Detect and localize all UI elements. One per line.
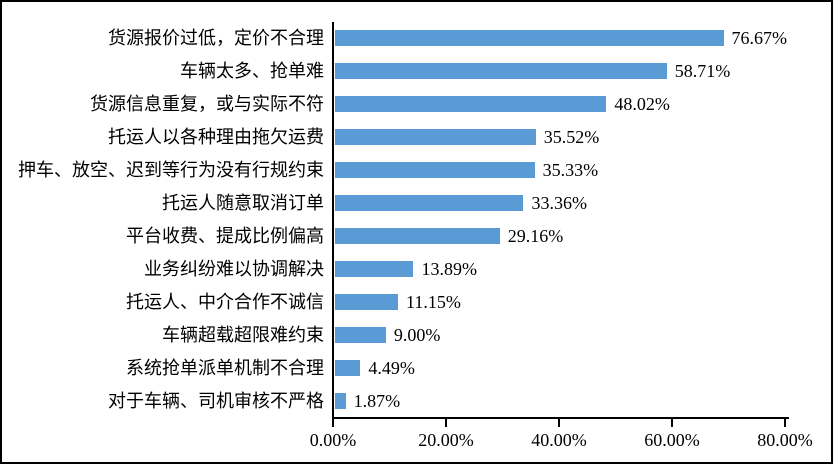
bar-track: 29.16% <box>335 220 787 253</box>
x-axis-tick-label: 40.00% <box>531 430 587 450</box>
bar <box>335 30 724 47</box>
bar <box>335 359 361 376</box>
x-axis-tick-label: 0.00% <box>309 430 357 450</box>
y-axis-line <box>332 22 334 419</box>
x-axis-tick <box>784 419 786 427</box>
value-label: 48.02% <box>614 94 670 115</box>
category-label: 平台收费、提成比例偏高 <box>126 225 324 246</box>
category-label: 押车、放空、迟到等行为没有行规约束 <box>18 160 324 181</box>
bar <box>335 227 500 244</box>
bar-row: 车辆超载超限难约束 9.00% <box>2 318 831 351</box>
x-axis-tick <box>332 419 334 427</box>
value-label: 9.00% <box>393 324 441 345</box>
bar-row: 货源报价过低，定价不合理 76.67% <box>2 22 831 55</box>
bar-track: 1.87% <box>335 384 787 417</box>
bar-row: 业务纠纷难以协调解决 13.89% <box>2 252 831 285</box>
x-axis-tick <box>671 419 673 427</box>
x-axis-tick <box>558 419 560 427</box>
bar-rows: 货源报价过低，定价不合理 76.67% 车辆太多、抢单难 58.71% 货源信息重复，或… <box>2 22 831 417</box>
bar-track: 33.36% <box>335 187 787 220</box>
category-label: 车辆超载超限难约束 <box>162 324 324 345</box>
bar-row: 车辆太多、抢单难 58.71% <box>2 55 831 88</box>
category-label: 托运人、中介合作不诚信 <box>126 291 324 312</box>
bar <box>335 129 536 146</box>
bar-row: 系统抢单派单机制不合理 4.49% <box>2 351 831 384</box>
bar-track: 9.00% <box>335 318 787 351</box>
category-label: 业务纠纷难以协调解决 <box>144 258 324 279</box>
bar-track: 4.49% <box>335 351 787 384</box>
category-label: 系统抢单派单机制不合理 <box>126 357 324 378</box>
bar-track: 76.67% <box>335 22 787 55</box>
bar-row: 平台收费、提成比例偏高 29.16% <box>2 220 831 253</box>
bar-row: 托运人以各种理由拖欠运费 35.52% <box>2 121 831 154</box>
x-axis-tick-label: 80.00% <box>757 430 813 450</box>
bar-row: 托运人、中介合作不诚信 11.15% <box>2 285 831 318</box>
value-label: 58.71% <box>674 61 731 82</box>
value-label: 35.33% <box>542 160 599 181</box>
bar <box>335 96 607 113</box>
x-axis-tick-label: 60.00% <box>644 430 700 450</box>
category-label: 货源报价过低，定价不合理 <box>108 28 324 49</box>
bar <box>335 326 386 343</box>
bar <box>335 195 524 212</box>
bar-track: 11.15% <box>335 285 787 318</box>
bar <box>335 162 535 179</box>
value-label: 13.89% <box>421 258 477 279</box>
category-label: 货源信息重复，或与实际不符 <box>90 94 324 115</box>
value-label: 76.67% <box>731 28 788 49</box>
bar-track: 35.33% <box>335 154 787 187</box>
bar-track: 35.52% <box>335 121 787 154</box>
bar-row: 货源信息重复，或与实际不符 48.02% <box>2 88 831 121</box>
x-axis-tick <box>445 419 447 427</box>
bar <box>335 392 346 409</box>
x-axis-line <box>332 417 789 419</box>
value-label: 35.52% <box>543 127 600 148</box>
bar-track: 58.71% <box>335 55 787 88</box>
category-label: 对于车辆、司机审核不严格 <box>108 390 324 411</box>
x-axis-tick-label: 20.00% <box>418 430 474 450</box>
value-label: 29.16% <box>507 225 564 246</box>
value-label: 4.49% <box>368 357 415 378</box>
category-label: 车辆太多、抢单难 <box>180 61 324 82</box>
bar-track: 48.02% <box>335 88 787 121</box>
value-label: 33.36% <box>531 193 587 214</box>
bar-track: 13.89% <box>335 252 787 285</box>
bar-row: 押车、放空、迟到等行为没有行规约束 35.33% <box>2 154 831 187</box>
category-label: 托运人随意取消订单 <box>162 193 324 214</box>
value-label: 11.15% <box>405 291 461 312</box>
bar-row: 托运人随意取消订单 33.36% <box>2 187 831 220</box>
value-label: 1.87% <box>353 390 401 411</box>
bar <box>335 260 414 277</box>
category-label: 托运人以各种理由拖欠运费 <box>108 127 324 148</box>
bar <box>335 63 667 80</box>
bar <box>335 293 398 310</box>
x-axis-labels: 0.00% 20.00% 40.00% 60.00% 80.00% <box>310 430 813 453</box>
bar-row: 对于车辆、司机审核不严格 1.87% <box>2 384 831 417</box>
